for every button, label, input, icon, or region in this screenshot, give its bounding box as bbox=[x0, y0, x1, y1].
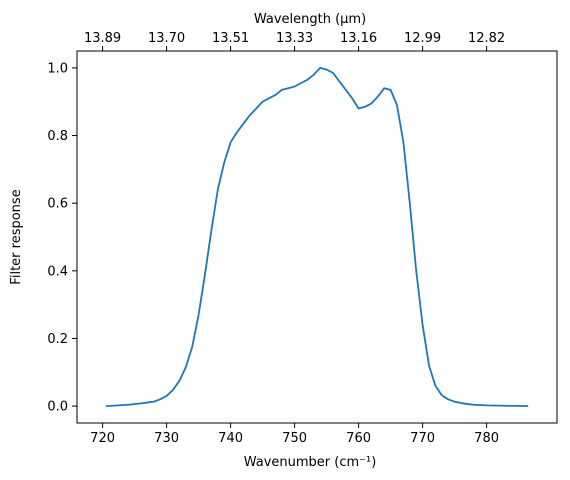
top-tick-label: 12.82 bbox=[468, 31, 505, 46]
top-tick-label: 12.99 bbox=[404, 31, 441, 46]
x-tick-label: 750 bbox=[282, 431, 307, 446]
series-line-0 bbox=[105, 67, 529, 407]
plot-frame bbox=[76, 50, 558, 424]
x-tick-label: 780 bbox=[474, 431, 499, 446]
x-tick-label: 730 bbox=[154, 431, 179, 446]
y-tick-label: 0.8 bbox=[47, 129, 68, 144]
axes: 720 730 740 750 760 770 780 13.89 13.70 13.51 13.3… bbox=[47, 31, 558, 446]
x-axis-label: Wavenumber (cm⁻¹) bbox=[244, 455, 377, 470]
x-tick-label: 720 bbox=[90, 431, 115, 446]
top-axis-label: Wavelength (μm) bbox=[254, 12, 366, 27]
x-tick-label: 770 bbox=[410, 431, 435, 446]
y-tick-label: 0.0 bbox=[47, 400, 68, 415]
top-tick-label: 13.16 bbox=[340, 31, 377, 46]
x-tick-label: 740 bbox=[218, 431, 243, 446]
y-tick-label: 0.2 bbox=[47, 332, 68, 347]
top-tick-label: 13.33 bbox=[276, 31, 313, 46]
top-tick-label: 13.89 bbox=[84, 31, 121, 46]
y-axis-label: Filter response bbox=[9, 189, 24, 284]
x-tick-label: 760 bbox=[346, 431, 371, 446]
plot-area bbox=[105, 67, 529, 407]
y-tick-label: 0.4 bbox=[47, 264, 68, 279]
y-tick-label: 0.6 bbox=[47, 197, 68, 212]
top-tick-label: 13.70 bbox=[148, 31, 185, 46]
top-tick-label: 13.51 bbox=[212, 31, 249, 46]
y-tick-label: 1.0 bbox=[47, 61, 68, 76]
